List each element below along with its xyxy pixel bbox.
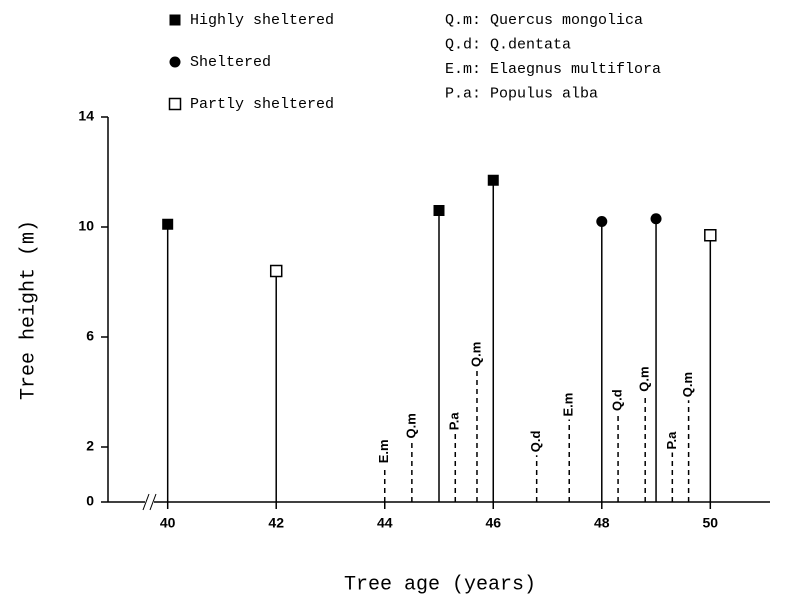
x-tick-label: 44 (377, 515, 393, 531)
key-entry: Q.m: Quercus mongolica (445, 12, 643, 29)
legend-marker (169, 14, 181, 26)
marker (704, 229, 717, 242)
species-label: P.a (447, 412, 462, 431)
legend-label: Partly sheltered (190, 96, 334, 113)
species-label: Q.m (403, 413, 418, 438)
species-label: Q.d (610, 389, 625, 411)
key-entry: P.a: Populus alba (445, 85, 598, 102)
legend-label: Sheltered (190, 54, 271, 71)
y-tick-label: 6 (86, 328, 94, 344)
axis-break-gap (145, 494, 154, 510)
species-label: P.a (664, 431, 679, 450)
species-label: E.m (376, 439, 391, 463)
key-entry: E.m: Elaegnus multiflora (445, 61, 661, 78)
axis-break (142, 493, 150, 511)
legend-marker (169, 56, 181, 68)
species-label: Q.d (528, 431, 543, 453)
species-label: Q.m (680, 372, 695, 397)
x-tick-label: 46 (485, 515, 501, 531)
x-tick-label: 50 (703, 515, 719, 531)
y-tick-label: 14 (78, 108, 94, 124)
x-tick-label: 40 (160, 515, 176, 531)
legend-marker (168, 97, 182, 111)
axis-break (149, 493, 157, 511)
marker (433, 205, 445, 216)
marker (269, 264, 283, 278)
marker (596, 216, 608, 227)
y-tick-label: 10 (78, 218, 94, 234)
legend-label: Highly sheltered (190, 12, 334, 29)
species-label: Q.m (468, 342, 483, 367)
marker (162, 218, 174, 230)
marker (650, 213, 662, 225)
species-label: E.m (561, 393, 576, 417)
key-entry: Q.d: Q.dentata (445, 36, 571, 53)
y-tick-label: 2 (86, 438, 94, 454)
x-tick-label: 42 (268, 515, 284, 531)
x-axis-label: Tree age (years) (344, 573, 536, 596)
species-label: Q.m (637, 366, 652, 391)
x-tick-label: 48 (594, 515, 610, 531)
marker (487, 174, 499, 186)
y-tick-label: 0 (86, 493, 94, 509)
y-axis-label: Tree height (m) (17, 220, 40, 400)
